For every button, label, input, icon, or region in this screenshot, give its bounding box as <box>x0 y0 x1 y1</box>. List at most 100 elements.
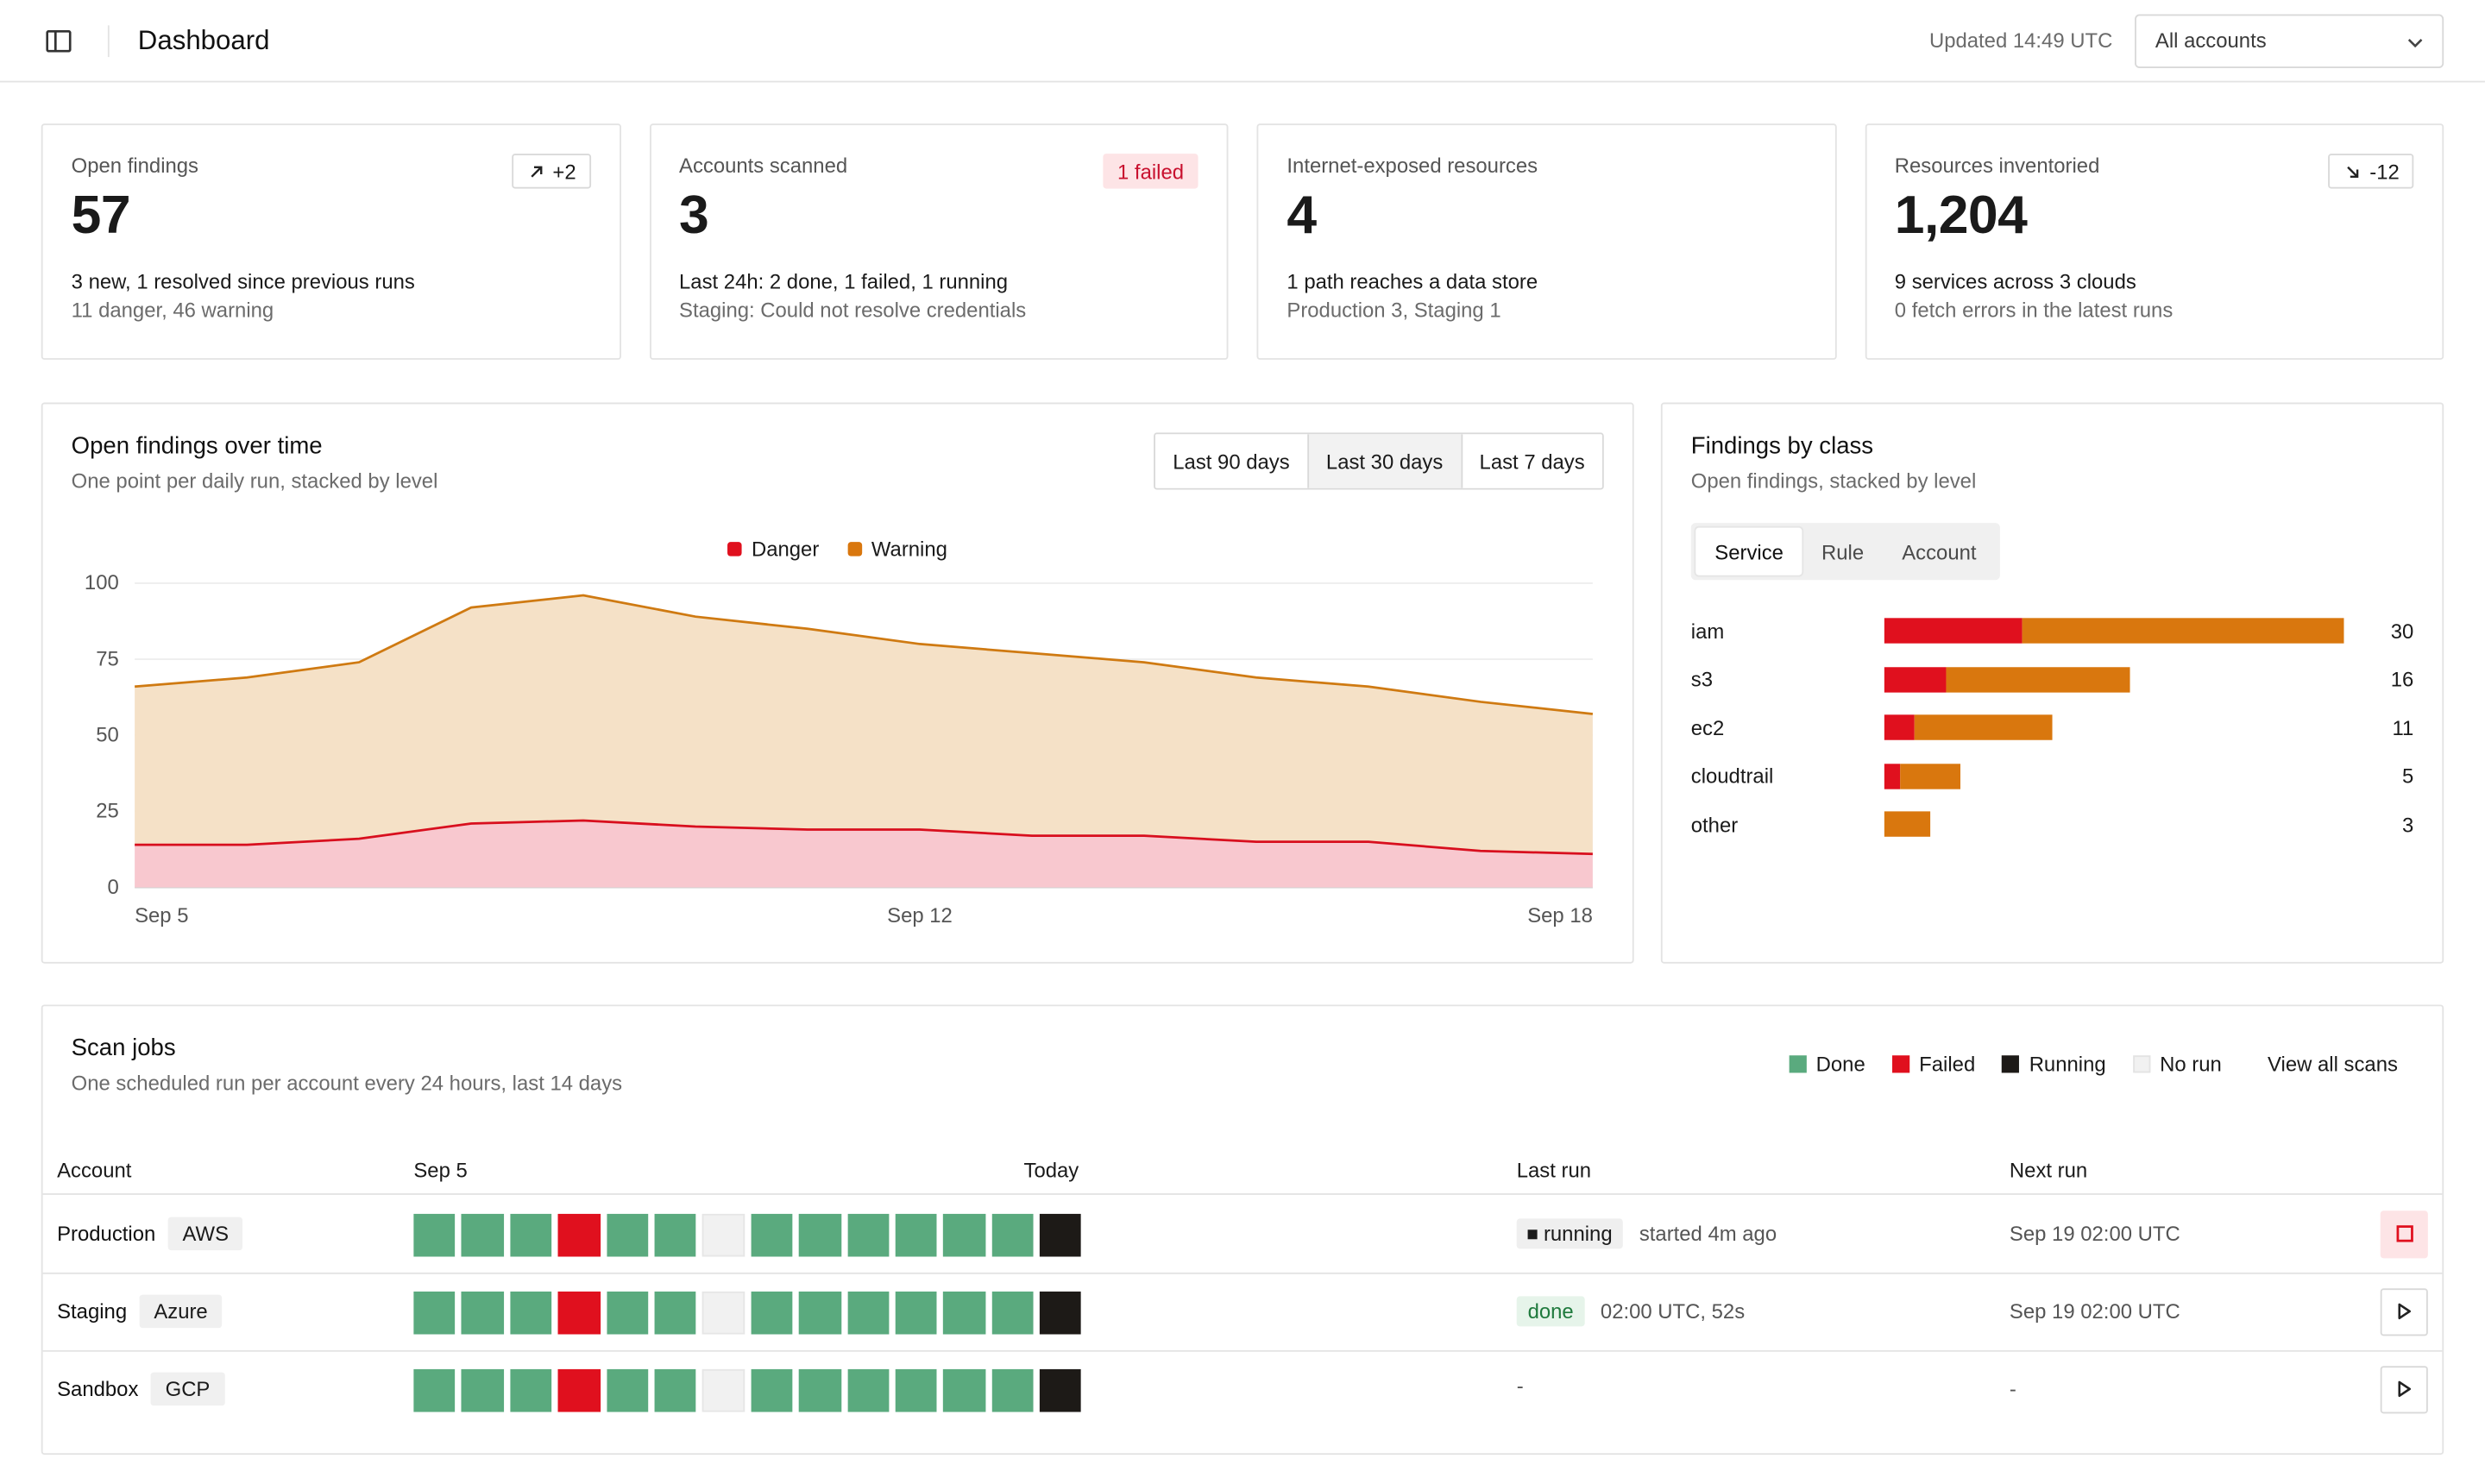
kpi-open-findings: Open findings 57 3 new, 1 resolved since… <box>41 123 621 360</box>
run-cell-done[interactable] <box>510 1213 552 1257</box>
class-bar <box>1884 714 2350 741</box>
y-tick-label: 25 <box>96 800 119 823</box>
run-cell-done[interactable] <box>606 1368 649 1412</box>
class-row-other[interactable]: other 3 <box>1691 801 2414 849</box>
table-row: Staging Azure done 02:00 UTC, 52s Sep 19 02:… <box>42 1274 2443 1352</box>
next-run-cell: - <box>2009 1377 2016 1401</box>
run-cell-done[interactable] <box>654 1368 696 1412</box>
running-swatch <box>2002 1055 2020 1073</box>
run-cell-done[interactable] <box>991 1291 1034 1335</box>
view-all-scans-link[interactable]: View all scans <box>2268 1052 2398 1077</box>
run-cell-done[interactable] <box>606 1213 649 1257</box>
tab-rule[interactable]: Rule <box>1821 539 1865 563</box>
cloud-badge: AWS <box>167 1217 243 1251</box>
kpi-detail: 1 path reaches a data store <box>1287 269 1538 293</box>
class-count: 5 <box>2402 764 2414 789</box>
class-row-iam[interactable]: iam 30 <box>1691 607 2413 655</box>
range-7-days[interactable]: Last 7 days <box>1460 434 1602 488</box>
play-icon <box>2396 1300 2412 1324</box>
run-cell-done[interactable] <box>462 1368 504 1412</box>
tab-service[interactable]: Service <box>1695 527 1802 575</box>
page-title: Dashboard <box>137 24 270 55</box>
run-cell-done[interactable] <box>991 1368 1034 1412</box>
run-cell-failed[interactable] <box>557 1213 601 1257</box>
run-cell-running[interactable] <box>1040 1368 1082 1412</box>
run-cell-done[interactable] <box>991 1213 1034 1257</box>
run-cell-done[interactable] <box>846 1291 890 1335</box>
sidebar-toggle-icon[interactable] <box>44 26 72 54</box>
run-cell-done[interactable] <box>895 1368 938 1412</box>
y-tick-label: 100 <box>85 571 119 594</box>
class-row-ec2[interactable]: ec2 11 <box>1691 703 2414 751</box>
run-cell-done[interactable] <box>751 1291 793 1335</box>
legend-running: Running <box>2002 1053 2106 1076</box>
run-cell-done[interactable] <box>606 1291 649 1335</box>
run-cell-norun[interactable] <box>702 1368 745 1412</box>
y-tick-label: 50 <box>96 724 119 747</box>
account-select[interactable]: All accounts <box>2135 13 2444 68</box>
findings-chart: 0 25 50 75 100 Sep 5 Sep 12 Sep 18 <box>85 571 1594 928</box>
y-tick-label: 75 <box>96 647 119 670</box>
class-count: 11 <box>2392 715 2414 740</box>
run-cell-done[interactable] <box>462 1213 504 1257</box>
last-run-detail: started 4m ago <box>1639 1222 1777 1246</box>
run-cell-done[interactable] <box>943 1213 985 1257</box>
warning-bar-segment <box>2022 618 2344 645</box>
table-row: Production AWS running started 4m ago Sep 19… <box>42 1197 2443 1274</box>
run-cell-done[interactable] <box>895 1291 938 1335</box>
play-icon <box>2396 1378 2412 1402</box>
run-cell-done[interactable] <box>751 1368 793 1412</box>
legend-no-run: No run <box>2132 1053 2222 1076</box>
range-selector: Last 90 days Last 30 days Last 7 days <box>1154 432 1604 490</box>
run-cell-done[interactable] <box>654 1291 696 1335</box>
kpi-internet-exposed: Internet-exposed resources 4 1 path reac… <box>1256 123 1836 360</box>
run-cell-done[interactable] <box>751 1213 793 1257</box>
run-cell-done[interactable] <box>413 1368 456 1412</box>
run-cell-done[interactable] <box>510 1368 552 1412</box>
class-row-cloudtrail[interactable]: cloudtrail 5 <box>1691 752 2414 801</box>
run-cell-failed[interactable] <box>557 1291 601 1335</box>
warning-bar-segment <box>1945 666 2130 693</box>
run-cell-done[interactable] <box>798 1368 841 1412</box>
run-cell-done[interactable] <box>798 1213 841 1257</box>
danger-area <box>135 820 1593 888</box>
class-bar <box>1884 763 2350 789</box>
run-cell-done[interactable] <box>798 1291 841 1335</box>
run-cell-running[interactable] <box>1040 1213 1082 1257</box>
x-tick-label: Sep 5 <box>135 904 188 928</box>
cloud-badge: GCP <box>151 1372 224 1406</box>
range-90-days[interactable]: Last 90 days <box>1155 434 1307 488</box>
run-cell-done[interactable] <box>462 1291 504 1335</box>
run-cell-norun[interactable] <box>702 1291 745 1335</box>
run-cell-done[interactable] <box>413 1291 456 1335</box>
run-cell-done[interactable] <box>654 1213 696 1257</box>
kpi-value: 3 <box>679 185 709 246</box>
tab-account[interactable]: Account <box>1902 539 1977 563</box>
status-badge: done <box>1516 1296 1585 1327</box>
kpi-label: Accounts scanned <box>679 154 848 178</box>
delta-value: +2 <box>552 159 576 184</box>
run-cell-done[interactable] <box>846 1368 890 1412</box>
kpi-subdetail: 0 fetch errors in the latest runs <box>1894 298 2174 322</box>
danger-bar-segment <box>1884 763 1900 789</box>
run-cell-failed[interactable] <box>557 1368 601 1412</box>
jobs-legend: Done Failed Running No run View all scan… <box>1789 1052 2398 1077</box>
run-scan-button[interactable] <box>2380 1366 2428 1414</box>
range-30-days[interactable]: Last 30 days <box>1306 434 1461 488</box>
legend-label: Danger <box>751 537 820 562</box>
run-cell-done[interactable] <box>846 1213 890 1257</box>
stop-scan-button[interactable] <box>2380 1210 2428 1259</box>
run-cell-running[interactable] <box>1040 1291 1082 1335</box>
class-count: 3 <box>2402 812 2414 837</box>
divider <box>107 24 110 57</box>
run-cell-done[interactable] <box>943 1291 985 1335</box>
run-scan-button[interactable] <box>2380 1288 2428 1336</box>
class-row-s3[interactable]: s3 16 <box>1690 655 2413 703</box>
class-name: s3 <box>1690 667 1713 692</box>
run-cell-norun[interactable] <box>702 1213 745 1257</box>
run-cell-done[interactable] <box>510 1291 552 1335</box>
run-cell-done[interactable] <box>943 1368 985 1412</box>
run-cell-done[interactable] <box>413 1213 456 1257</box>
run-cell-done[interactable] <box>895 1213 938 1257</box>
last-run-cell: - <box>1517 1374 1524 1398</box>
